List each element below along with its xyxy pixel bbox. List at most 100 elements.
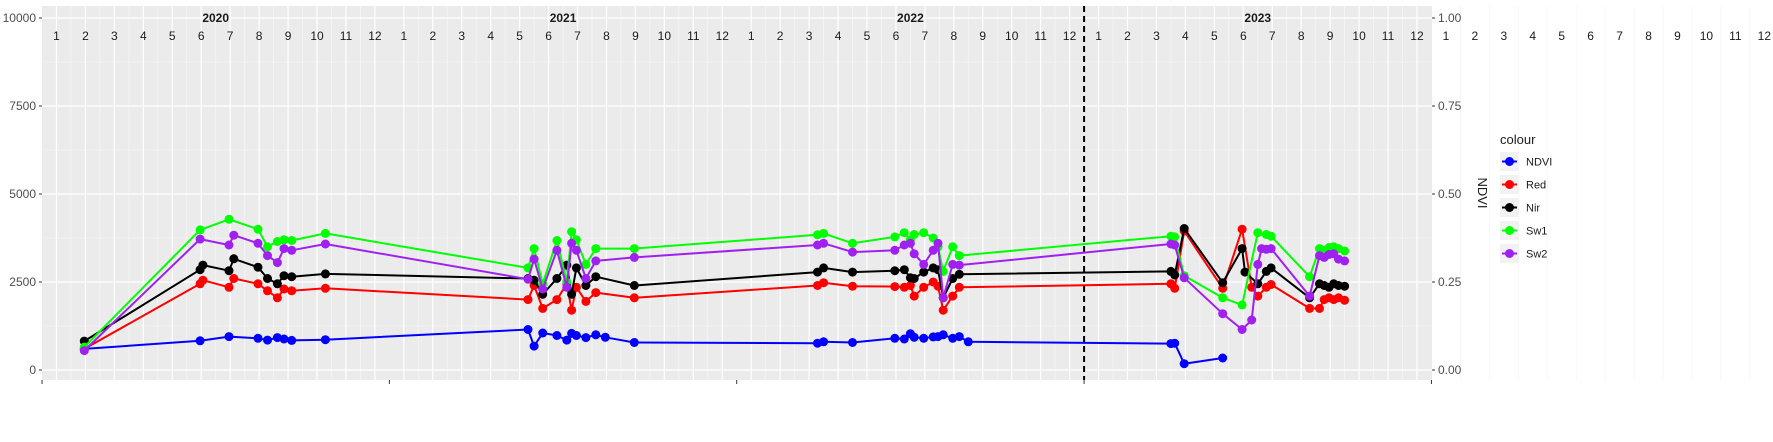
year-label: 2020 [202, 11, 229, 25]
data-point-ndvi [263, 335, 272, 345]
data-point-sw2 [591, 256, 601, 266]
month-labels: 1 2 3 4 5 6 7 8 9 10 11 12 1 2 3 4 5 6 7 8 9 10 11 12 1 2 3 4 5 6 7 8 9 1… [53, 29, 1771, 43]
data-point-ndvi [890, 333, 900, 343]
data-point-sw1 [591, 244, 601, 254]
data-point-red [819, 278, 829, 288]
data-point-sw2 [567, 238, 577, 248]
data-point-red [1170, 283, 1180, 293]
data-point-ndvi [591, 330, 601, 340]
legend-label: Sw2 [1526, 249, 1547, 261]
data-point-ndvi [320, 335, 330, 345]
month-label: 8 [603, 29, 610, 43]
legend-key-point [1505, 180, 1514, 189]
month-label: 11 [1034, 29, 1047, 43]
legend: colour NDVI Red Nir Sw1 Sw2 [1500, 132, 1552, 263]
month-label: 8 [950, 29, 957, 43]
data-point-sw1 [581, 259, 591, 269]
data-point-nir [629, 281, 639, 290]
month-label: 2 [82, 29, 89, 43]
data-point-nir [198, 260, 208, 270]
data-point-nir [1179, 224, 1189, 233]
data-point-red [1237, 224, 1247, 234]
data-point-sw1 [1340, 246, 1350, 256]
data-point-nir [263, 274, 272, 283]
year-label: 2022 [897, 11, 924, 25]
data-point-ndvi [629, 338, 639, 347]
data-point-ndvi [195, 336, 205, 346]
data-point-nir [819, 263, 829, 273]
data-point-red [948, 291, 958, 301]
data-point-nir [1237, 244, 1247, 254]
data-point-sw2 [272, 258, 282, 268]
series-red [79, 224, 1350, 354]
data-point-red [954, 282, 964, 292]
y-tick-label: 7500 [9, 99, 36, 113]
month-label: 10 [310, 29, 324, 43]
month-label: 7 [1616, 29, 1623, 43]
month-label: 1 [1095, 29, 1102, 43]
year-label: 2023 [1244, 11, 1271, 25]
data-point-sw1 [954, 251, 964, 261]
data-point-ndvi [253, 333, 263, 343]
data-point-red [890, 282, 900, 292]
data-point-red [1266, 280, 1276, 289]
data-point-nir [954, 269, 964, 279]
data-point-sw2 [1253, 259, 1263, 269]
data-point-ndvi [552, 331, 562, 340]
month-label: 8 [1298, 29, 1305, 43]
data-point-sw1 [253, 224, 263, 234]
data-point-sw2 [954, 260, 964, 270]
month-label: 1 [1443, 29, 1450, 43]
month-label: 4 [835, 29, 842, 43]
data-point-sw2 [581, 274, 591, 283]
month-label: 10 [1700, 29, 1714, 43]
month-label: 7 [574, 29, 581, 43]
series-ndvi [79, 325, 1228, 369]
data-point-sw2 [919, 259, 929, 269]
data-point-sw2 [938, 293, 948, 303]
data-point-sw1 [195, 225, 205, 235]
legend-item-nir: Nir [1500, 198, 1540, 217]
data-point-red [905, 281, 915, 290]
legend-key-point [1505, 249, 1514, 258]
month-label: 11 [687, 29, 700, 43]
data-point-sw2 [1247, 315, 1257, 325]
month-label: 2 [1472, 29, 1479, 43]
data-point-ndvi [581, 333, 591, 343]
data-point-red [1340, 295, 1350, 305]
data-point-sw1 [279, 235, 289, 245]
data-point-red [848, 281, 857, 291]
data-point-sw1 [529, 244, 539, 254]
data-point-sw2 [905, 238, 915, 248]
year-label: 2021 [550, 11, 577, 25]
data-point-nir [1240, 267, 1250, 277]
month-label: 9 [1327, 29, 1334, 43]
data-point-ndvi [1179, 359, 1189, 369]
data-point-ndvi [1218, 353, 1228, 363]
series-nir [79, 224, 1350, 346]
data-point-sw2 [229, 230, 239, 240]
data-point-ndvi [909, 332, 919, 342]
month-label: 3 [458, 29, 465, 43]
data-point-ndvi [899, 334, 909, 344]
data-point-nir [224, 266, 234, 276]
month-label: 4 [487, 29, 494, 43]
data-point-nir [1218, 278, 1228, 288]
month-label: 1 [53, 29, 60, 43]
data-point-red [938, 305, 948, 315]
y-tick-label: 10000 [3, 11, 37, 25]
data-point-sw1 [320, 228, 330, 238]
data-point-sw1 [919, 228, 929, 238]
data-point-nir [552, 274, 562, 283]
data-point-sw1 [567, 227, 577, 237]
month-label: 1 [748, 29, 755, 43]
month-label: 3 [806, 29, 813, 43]
data-point-ndvi [529, 341, 539, 351]
data-point-sw2 [819, 238, 829, 248]
month-label: 6 [1240, 29, 1247, 43]
data-point-red [279, 284, 289, 294]
data-point-sw2 [890, 245, 900, 255]
y-tick-label: 5000 [9, 187, 36, 201]
data-point-red [552, 295, 562, 305]
data-point-sw1 [890, 232, 900, 242]
